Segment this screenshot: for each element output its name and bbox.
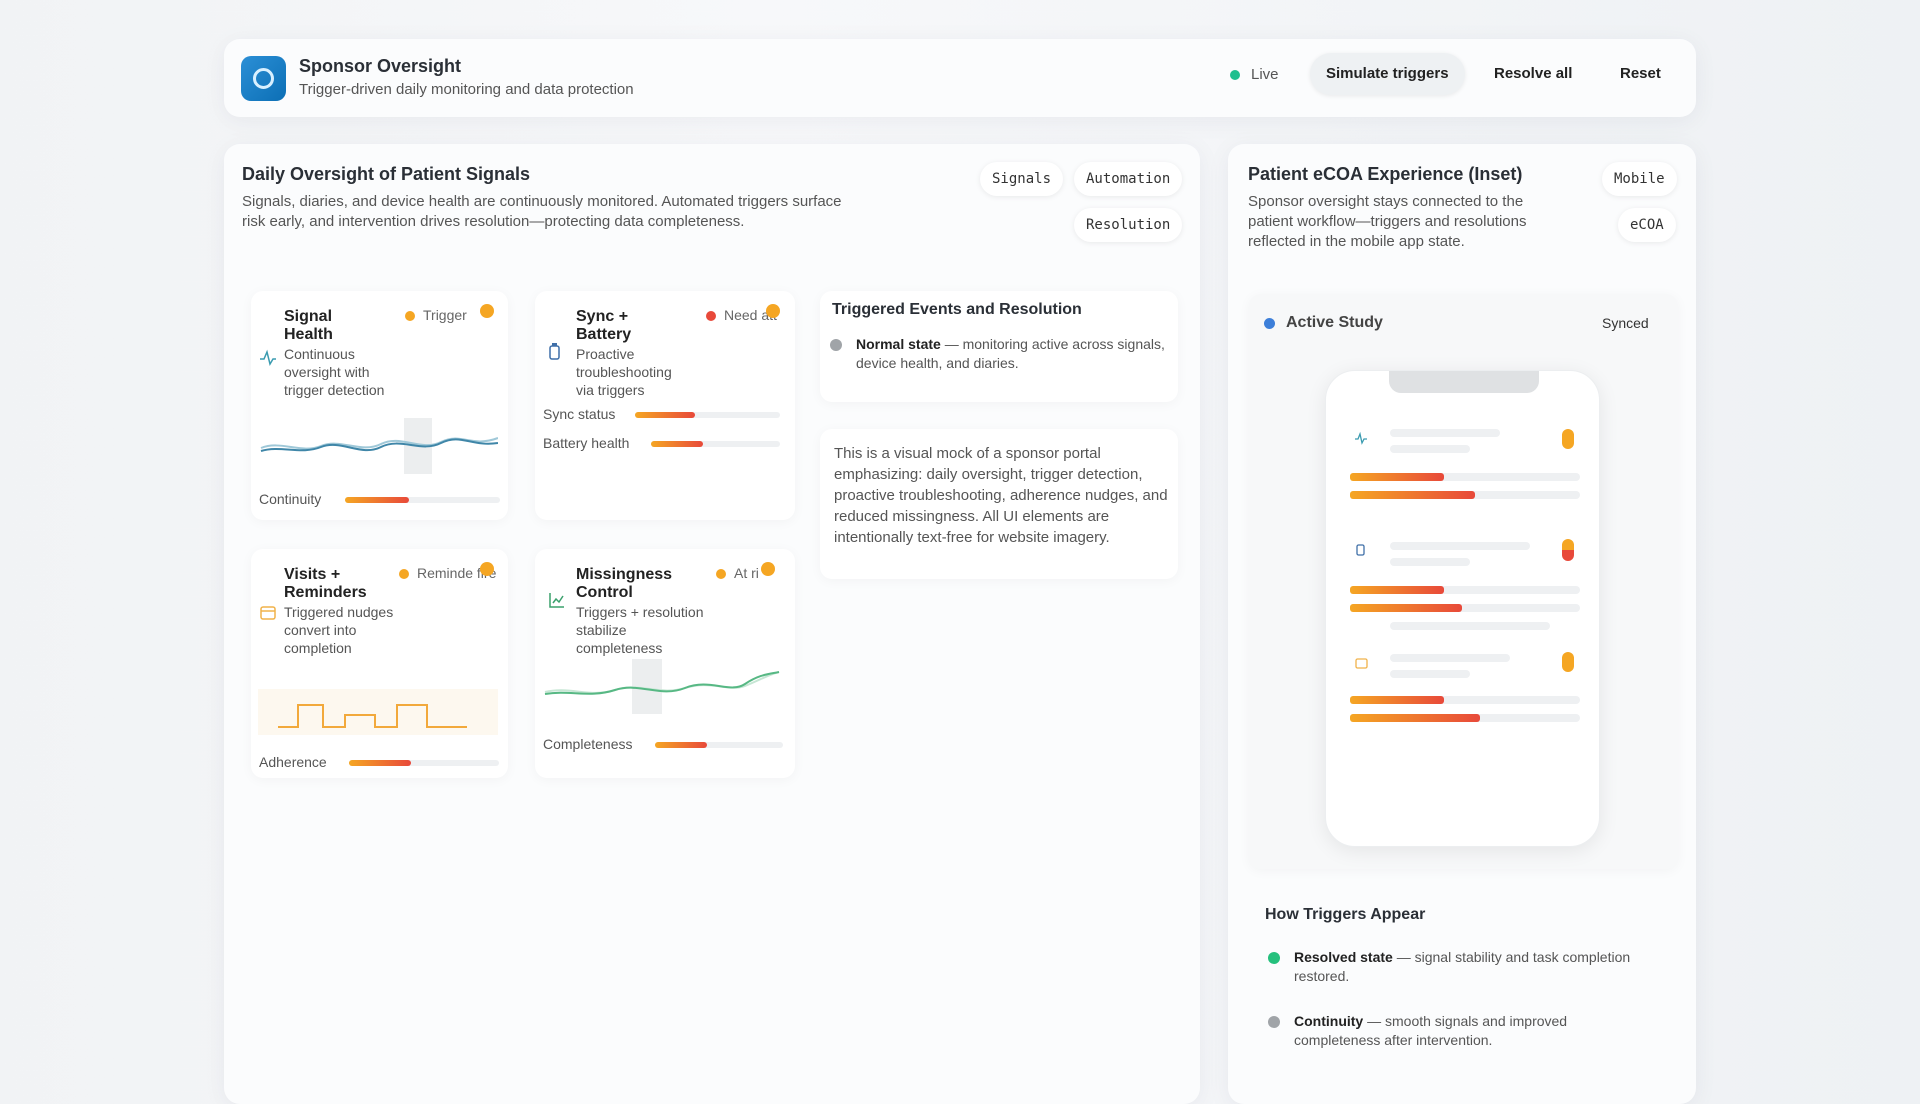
- badge: Need att: [702, 307, 792, 325]
- progress: [651, 441, 780, 447]
- section-title: Triggered Events and Resolution: [832, 301, 1082, 318]
- panel-description: Signals, diaries, and device health are …: [242, 193, 842, 230]
- panel-title: Patient eCOA Experience (Inset): [1248, 164, 1523, 184]
- panel-title: Daily Oversight of Patient Signals: [242, 164, 531, 184]
- phone: [1325, 370, 1600, 847]
- tag[interactable]: Resolution: [1074, 208, 1183, 242]
- phone-row: [1340, 646, 1585, 736]
- card: Missingness Control At ri Triggers + res…: [535, 549, 795, 778]
- section-title: How Triggers Appear: [1265, 906, 1426, 923]
- phone-section: Active Study Synced: [1249, 294, 1678, 869]
- sparkline: [544, 659, 780, 714]
- card-title: Missingness Control: [576, 566, 673, 601]
- badge: Reminde fire: [395, 565, 507, 583]
- trigger-label: Resolved state: [1294, 949, 1393, 965]
- note: This is a visual mock of a sponsor porta…: [834, 445, 1168, 546]
- badge-dot: [766, 304, 780, 318]
- trigger-item: Resolved state — signal stability and ta…: [1258, 948, 1648, 986]
- icon: [549, 343, 560, 360]
- progress: [349, 760, 499, 766]
- app-subtitle: Trigger-driven daily monitoring and data…: [299, 81, 634, 98]
- card-description: Triggered nudges convert into completion: [284, 604, 394, 656]
- header: Sponsor Oversight Trigger-driven daily m…: [224, 39, 1696, 117]
- card-title: Sync + Battery: [576, 308, 632, 343]
- events-panel: Triggered Events and Resolution Normal s…: [820, 291, 1178, 402]
- tag[interactable]: Signals: [980, 162, 1064, 196]
- badge: Trigger: [401, 307, 506, 325]
- metric-label: Continuity: [259, 491, 322, 507]
- metric-label: Completeness: [543, 736, 633, 752]
- card-title: Signal Health: [284, 308, 333, 343]
- card-description: Continuous oversight with trigger detect…: [284, 346, 385, 398]
- app-title: Sponsor Oversight: [299, 56, 462, 76]
- sync-status: Synced: [1602, 315, 1649, 331]
- event-item: Normal state — monitoring active across …: [820, 335, 1165, 373]
- button[interactable]: Simulate triggers: [1310, 53, 1465, 95]
- badge-dot: [480, 304, 494, 318]
- page: Sponsor Oversight { "header": { "title":…: [0, 0, 1920, 1080]
- badge-dot: [761, 562, 775, 576]
- card: Visits + Reminders Reminde fire Triggere…: [251, 549, 508, 778]
- progress: [345, 497, 500, 503]
- inset-panel: Patient eCOA Experience (Inset) Sponsor …: [1228, 144, 1696, 1104]
- note-panel: This is a visual mock of a sponsor porta…: [820, 429, 1178, 579]
- page-body: Sponsor Oversight Trigger-driven daily m…: [0, 0, 1920, 1080]
- sparkline: [258, 689, 498, 735]
- tag[interactable]: Automation: [1074, 162, 1183, 196]
- live-dot: [1230, 70, 1240, 80]
- event-text: — monitoring active across signals, devi…: [856, 336, 1165, 371]
- trigger-label: Continuity: [1294, 1013, 1364, 1029]
- tag[interactable]: eCOA: [1618, 208, 1676, 242]
- button[interactable]: Reset: [1620, 65, 1661, 82]
- progress: [655, 742, 783, 748]
- button[interactable]: Resolve all: [1494, 65, 1573, 82]
- study-label: Active Study: [1286, 314, 1383, 331]
- card-title: Visits + Reminders: [284, 566, 367, 601]
- trigger-item: Continuity — smooth signals and improved…: [1258, 1012, 1648, 1050]
- metric-label: Sync status: [543, 406, 616, 422]
- card-description: Proactive troubleshooting via triggers: [576, 346, 672, 398]
- sparkline: [260, 418, 498, 474]
- phone-row: [1340, 421, 1585, 511]
- tag[interactable]: Mobile: [1602, 162, 1677, 196]
- card: Signal Health Trigger Continuous oversig…: [251, 291, 508, 520]
- main-panel: Daily Oversight of Patient Signals Signa…: [224, 144, 1200, 1104]
- card: Sync + Battery Need att Proactive troubl…: [535, 291, 795, 520]
- metric-label: Adherence: [259, 754, 327, 770]
- logo: [241, 56, 286, 101]
- metric-label: Battery health: [543, 435, 630, 451]
- trigger-text: — smooth signals and improved completene…: [1294, 1013, 1568, 1048]
- badge-dot: [480, 562, 494, 576]
- icon: [260, 349, 276, 366]
- study-dot: [1264, 318, 1275, 329]
- badge: At ri: [712, 565, 768, 583]
- live-status: Live: [1251, 66, 1279, 83]
- icon: [260, 606, 276, 620]
- trigger-text: — signal stability and task completion r…: [1294, 949, 1631, 984]
- event-label: Normal state: [856, 336, 941, 352]
- progress: [635, 412, 780, 418]
- icon: [549, 593, 564, 608]
- phone-row: [1340, 534, 1585, 630]
- panel-description: Sponsor oversight stays connected to the…: [1248, 193, 1527, 250]
- card-description: Triggers + resolution stabilize complete…: [576, 604, 704, 656]
